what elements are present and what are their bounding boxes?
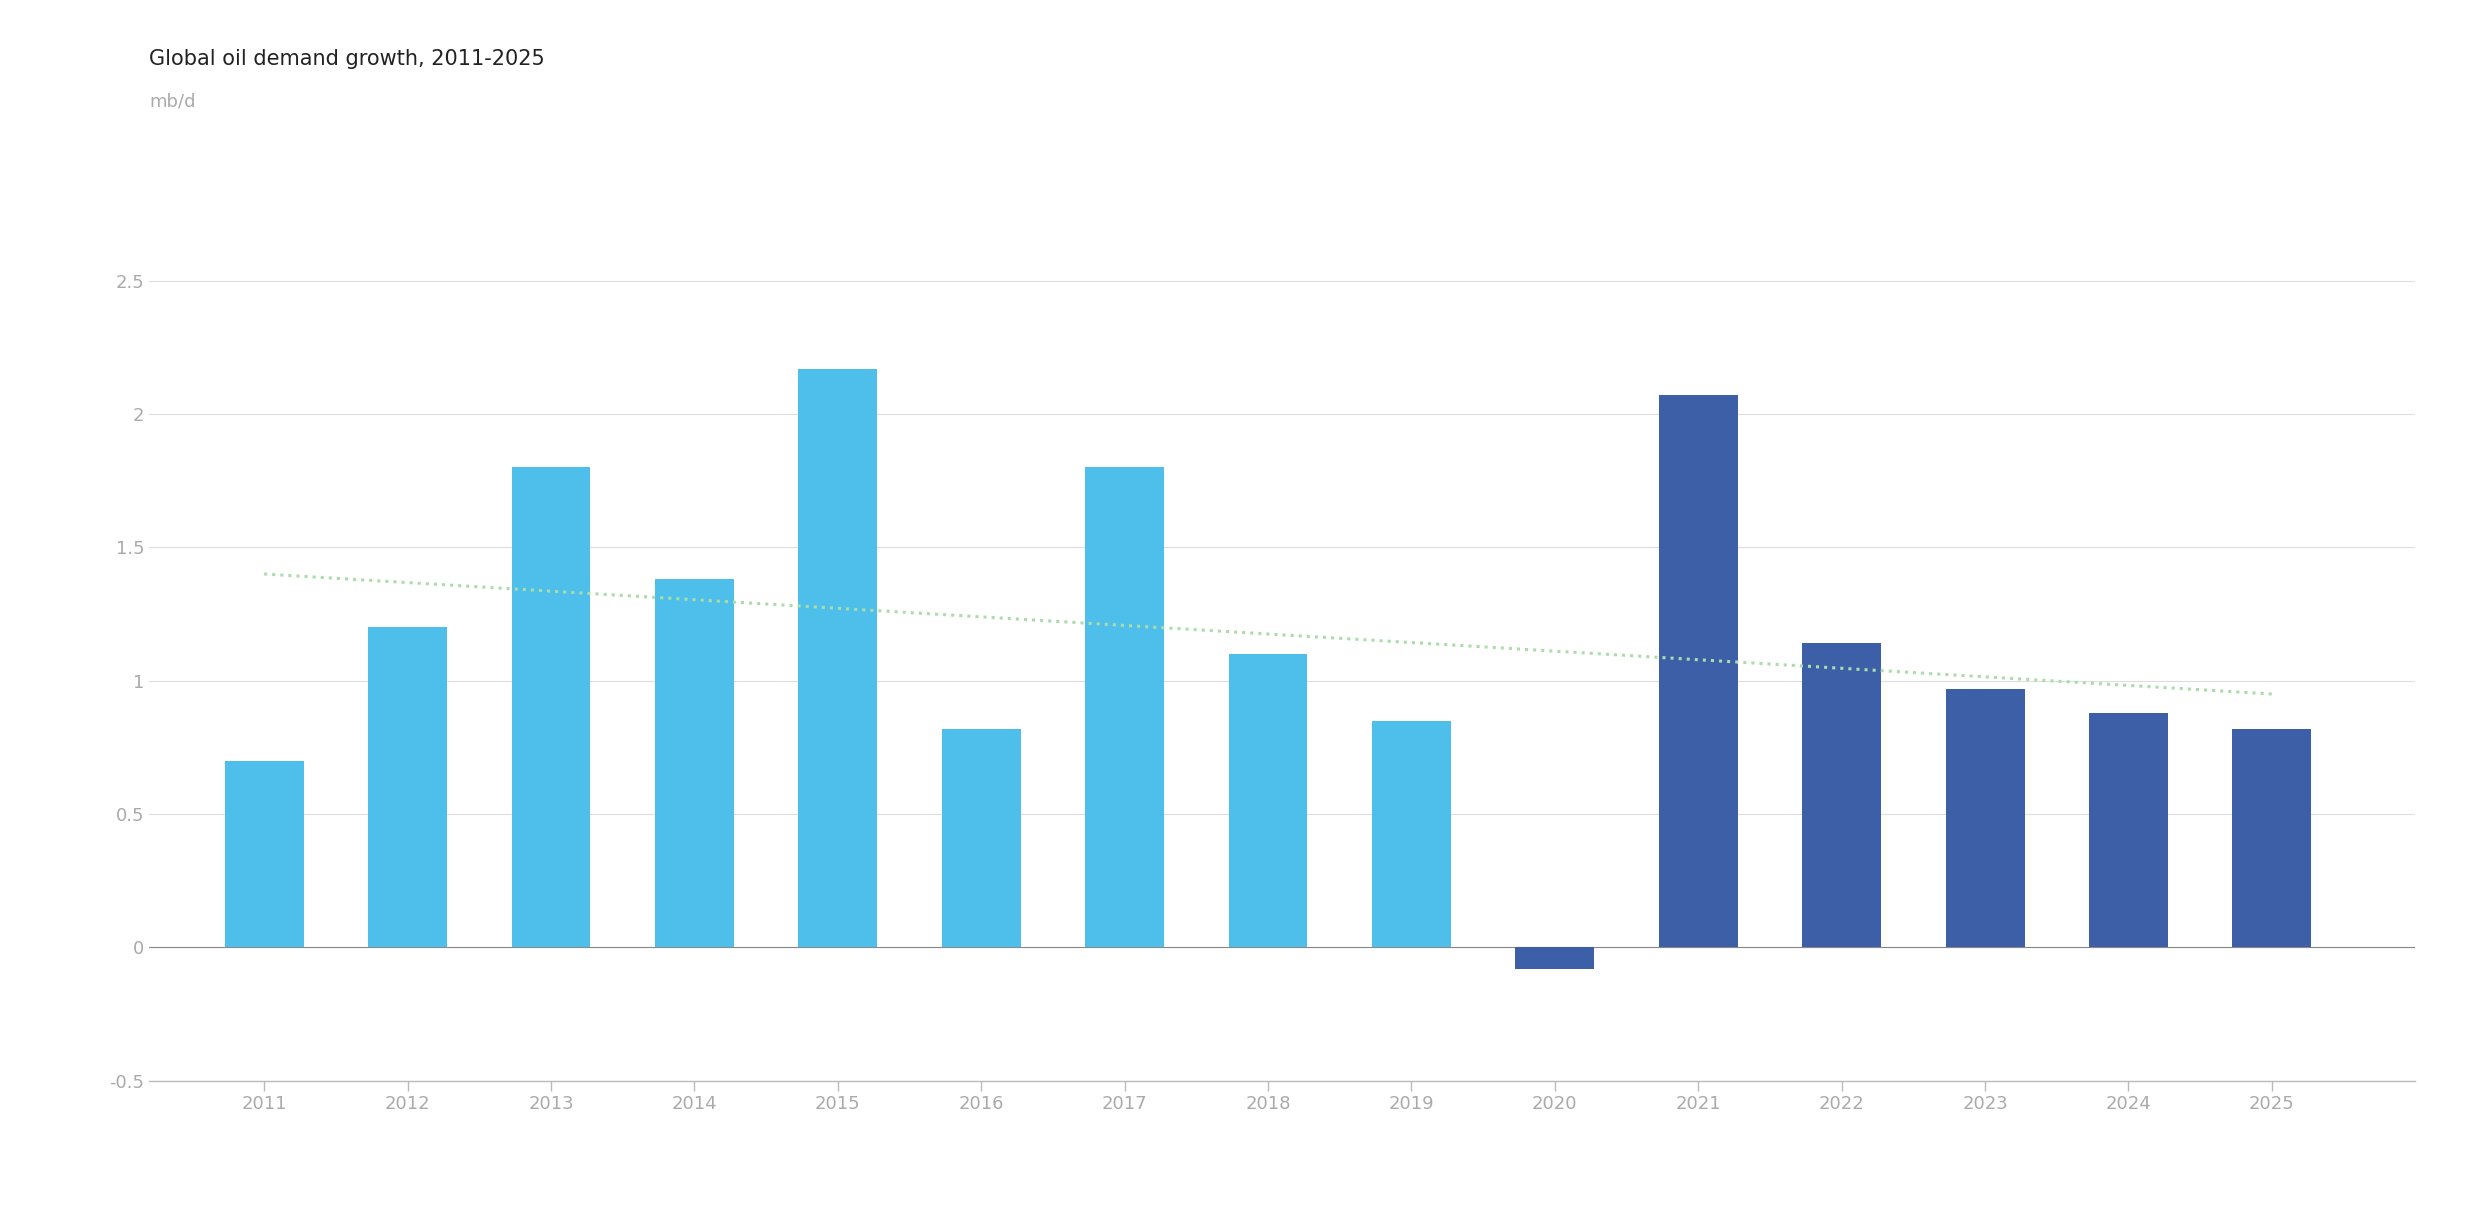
Bar <box>369 628 448 947</box>
Bar <box>799 368 876 947</box>
Bar <box>1516 947 1594 969</box>
Bar <box>941 728 1021 947</box>
Bar <box>510 468 590 947</box>
Bar <box>2234 728 2311 947</box>
Text: Global oil demand growth, 2011-2025: Global oil demand growth, 2011-2025 <box>149 49 545 69</box>
Bar <box>1228 655 1307 947</box>
Bar <box>1945 689 2024 947</box>
Bar <box>655 580 735 947</box>
Bar <box>1658 395 1738 947</box>
Bar <box>1086 468 1163 947</box>
Bar <box>1372 721 1452 947</box>
Text: mb/d: mb/d <box>149 92 197 111</box>
Bar <box>224 760 304 947</box>
Bar <box>1803 643 1880 947</box>
Bar <box>2089 712 2169 947</box>
